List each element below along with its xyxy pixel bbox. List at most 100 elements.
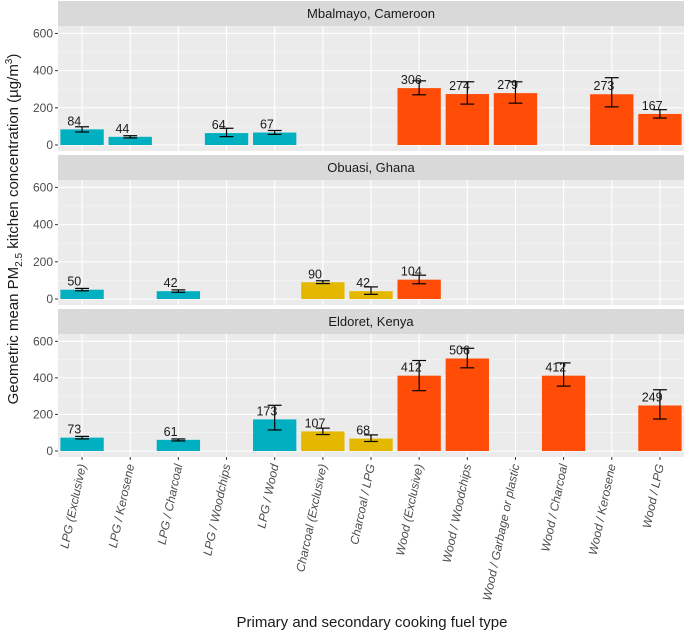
error-bar bbox=[556, 362, 571, 387]
bar bbox=[397, 88, 441, 145]
x-axis: LPG (Exclusive) LPG / Kerosene LPG / Charc… bbox=[57, 457, 667, 602]
bar bbox=[349, 291, 393, 299]
bar bbox=[60, 289, 104, 299]
facet-panel: Eldoret, Kenya 0 200 400 600 73 61 173 107 68 412 5… bbox=[33, 309, 684, 458]
bar bbox=[108, 136, 152, 145]
y-tick-label: 0 bbox=[46, 138, 53, 152]
x-tick-label: LPG (Exclusive) bbox=[57, 463, 89, 550]
error-bar bbox=[604, 77, 619, 108]
facet-strip bbox=[58, 309, 684, 334]
y-tick-label: 600 bbox=[33, 26, 53, 40]
error-bar bbox=[75, 126, 90, 133]
bar-value-label: 44 bbox=[115, 122, 129, 136]
bar-value-label: 42 bbox=[356, 276, 370, 290]
bar-value-label: 173 bbox=[256, 404, 277, 418]
error-bar bbox=[171, 438, 186, 442]
y-tick-label: 200 bbox=[33, 101, 53, 115]
bar-value-label: 90 bbox=[308, 267, 322, 281]
error-bar bbox=[315, 427, 330, 436]
error-bar bbox=[652, 109, 667, 119]
bar-value-label: 249 bbox=[642, 390, 663, 404]
facet-panel: Mbalmayo, Cameroon 0 200 400 600 84 44 64 67 306 2… bbox=[33, 1, 684, 152]
bar-value-label: 61 bbox=[164, 425, 178, 439]
error-bar bbox=[460, 81, 475, 105]
bar bbox=[638, 113, 682, 145]
bar bbox=[301, 431, 345, 451]
bar-value-label: 104 bbox=[401, 265, 422, 279]
bar bbox=[349, 438, 393, 451]
error-bar bbox=[652, 389, 667, 420]
bar bbox=[397, 279, 441, 299]
x-axis-title: Primary and secondary cooking fuel type bbox=[237, 614, 508, 631]
facet-strip-label: Obuasi, Ghana bbox=[327, 160, 415, 175]
error-bar bbox=[123, 135, 138, 139]
bar-value-label: 68 bbox=[356, 424, 370, 438]
x-tick-label: LPG / Charcoal bbox=[155, 462, 186, 545]
x-tick-label: Charcoal (Exclusive) bbox=[293, 463, 330, 574]
bar-value-label: 412 bbox=[545, 361, 566, 375]
x-tick-label: Charcoal / LPG bbox=[347, 463, 378, 546]
bar bbox=[60, 437, 104, 451]
error-bar bbox=[171, 289, 186, 293]
bar-value-label: 107 bbox=[305, 416, 326, 430]
facet-strip-label: Eldoret, Kenya bbox=[328, 314, 414, 329]
bar bbox=[60, 129, 104, 145]
bar-value-label: 167 bbox=[642, 99, 663, 113]
x-tick-label: LPG / Kerosene bbox=[106, 462, 138, 549]
x-tick-label: Wood / Kerosene bbox=[586, 462, 619, 556]
x-tick-label: Wood / Woodchips bbox=[440, 463, 475, 564]
error-bar bbox=[75, 287, 90, 292]
x-tick-label: Wood (Exclusive) bbox=[393, 463, 426, 557]
y-axis-title: Geometric mean PM2.5 kitchen concentrati… bbox=[4, 54, 25, 405]
error-bar bbox=[508, 81, 523, 104]
panels: Mbalmayo, Cameroon 0 200 400 600 84 44 64 67 306 2… bbox=[33, 1, 684, 458]
error-bar bbox=[219, 127, 234, 138]
y-tick-label: 0 bbox=[46, 292, 53, 306]
x-tick-label: LPG / Wood bbox=[254, 462, 281, 529]
bar-value-label: 274 bbox=[449, 79, 470, 93]
error-bar bbox=[267, 404, 282, 431]
y-tick-label: 600 bbox=[33, 180, 53, 194]
bar bbox=[156, 291, 201, 299]
bar-value-label: 84 bbox=[67, 114, 81, 128]
error-bar bbox=[315, 280, 330, 285]
error-bar bbox=[75, 435, 90, 440]
error-bar bbox=[412, 80, 427, 96]
bar-value-label: 306 bbox=[401, 73, 422, 87]
facet-panel: Obuasi, Ghana 0 200 400 600 50 42 90 42 104 bbox=[33, 155, 684, 306]
y-tick-label: 400 bbox=[33, 218, 53, 232]
y-tick-label: 0 bbox=[46, 444, 53, 458]
bar bbox=[445, 358, 489, 451]
bar-value-label: 412 bbox=[401, 361, 422, 375]
error-bar bbox=[364, 434, 378, 443]
x-tick-label: LPG / Woodchips bbox=[200, 463, 233, 557]
error-bar bbox=[412, 359, 427, 392]
bar-value-label: 42 bbox=[164, 276, 178, 290]
error-bar bbox=[267, 129, 282, 136]
bar bbox=[541, 375, 586, 451]
bar-value-label: 64 bbox=[212, 118, 226, 132]
bar-value-label: 506 bbox=[449, 343, 470, 357]
bar bbox=[204, 133, 249, 145]
x-tick-label: Wood / LPG bbox=[640, 463, 667, 530]
bar-value-label: 67 bbox=[260, 118, 274, 132]
bar bbox=[156, 439, 201, 451]
bar-value-label: 50 bbox=[67, 275, 81, 289]
y-tick-label: 600 bbox=[33, 334, 53, 348]
y-axis-title-text: Geometric mean PM2.5 kitchen concentrati… bbox=[4, 54, 25, 405]
bar bbox=[253, 132, 297, 145]
error-bar bbox=[412, 274, 427, 285]
bar-value-label: 73 bbox=[67, 423, 81, 437]
bar bbox=[301, 282, 345, 299]
facet-strip bbox=[58, 155, 684, 180]
error-bar bbox=[460, 347, 475, 369]
facet-strip bbox=[58, 1, 684, 26]
x-tick-label: Wood / Charcoal bbox=[538, 462, 570, 553]
y-tick-label: 400 bbox=[33, 64, 53, 78]
y-tick-label: 200 bbox=[33, 407, 53, 421]
bar-value-label: 279 bbox=[497, 78, 518, 92]
y-tick-label: 200 bbox=[33, 255, 53, 269]
x-tick-label: Wood / Garbage or plastic bbox=[480, 463, 523, 602]
y-tick-label: 400 bbox=[33, 371, 53, 385]
